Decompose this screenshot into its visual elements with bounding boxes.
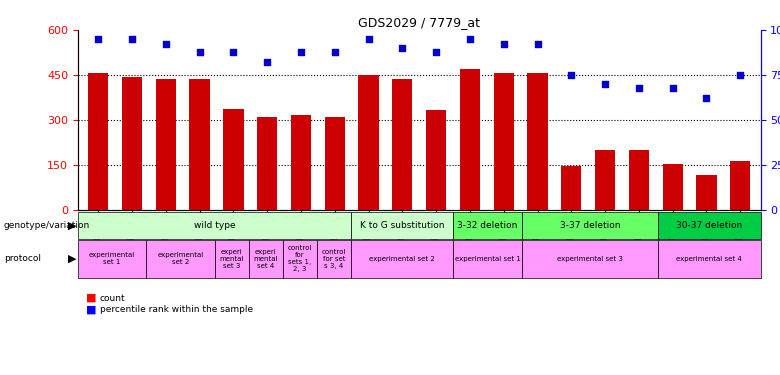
Bar [730,161,750,210]
Bar [561,166,581,210]
Bar [662,164,682,210]
Point [531,41,544,47]
Point [734,72,746,78]
Bar [595,150,615,210]
Point [430,49,442,55]
Text: experimental set 4: experimental set 4 [676,256,743,262]
Text: ■: ■ [86,304,96,314]
Bar [359,75,379,210]
Bar [291,116,311,210]
Text: control
for set
s 3, 4: control for set s 3, 4 [321,249,346,269]
Point [160,41,172,47]
Bar [122,77,142,210]
Bar [527,74,548,210]
Text: experi
mental
set 3: experi mental set 3 [219,249,244,269]
Point [700,95,713,101]
Bar [459,69,480,210]
Text: experimental set 1: experimental set 1 [455,256,520,262]
Bar [88,74,108,210]
Point [599,81,612,87]
Bar [223,110,243,210]
Text: wild type: wild type [193,221,236,230]
Point [498,41,510,47]
Text: experimental set 3: experimental set 3 [557,256,622,262]
Point [633,85,645,91]
Text: experi
mental
set 4: experi mental set 4 [254,249,278,269]
Point [295,49,307,55]
Point [126,36,138,42]
Text: ▶: ▶ [69,220,76,230]
Text: percentile rank within the sample: percentile rank within the sample [100,305,253,314]
Bar [257,117,278,210]
Point [92,36,105,42]
Bar [697,175,717,210]
Point [328,49,341,55]
Text: genotype/variation: genotype/variation [4,221,90,230]
Bar [324,117,345,210]
Point [565,72,577,78]
Point [363,36,375,42]
Bar [156,80,176,210]
Point [193,49,206,55]
Text: count: count [100,294,126,303]
Text: control
for
sets 1,
2, 3: control for sets 1, 2, 3 [288,245,312,272]
Bar [494,74,514,210]
Text: ▶: ▶ [69,254,76,264]
Bar [190,79,210,210]
Point [227,49,239,55]
Text: 3-37 deletion: 3-37 deletion [559,221,620,230]
Point [666,85,679,91]
Title: GDS2029 / 7779_at: GDS2029 / 7779_at [358,16,480,29]
Text: ■: ■ [86,293,96,303]
Text: 30-37 deletion: 30-37 deletion [676,221,743,230]
Text: experimental
set 2: experimental set 2 [158,252,204,265]
Bar [629,150,649,210]
Point [463,36,476,42]
Text: 3-32 deletion: 3-32 deletion [457,221,518,230]
Text: protocol: protocol [4,254,41,263]
Bar [392,79,413,210]
Text: experimental set 2: experimental set 2 [369,256,435,262]
Text: K to G substitution: K to G substitution [360,221,445,230]
Point [396,45,409,51]
Text: experimental
set 1: experimental set 1 [89,252,135,265]
Bar [426,110,446,210]
Point [261,59,274,65]
